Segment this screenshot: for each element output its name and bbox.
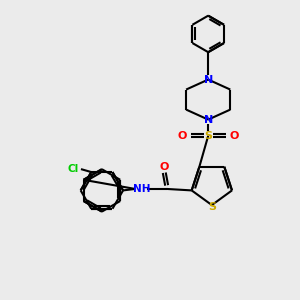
Text: Cl: Cl [68, 164, 79, 174]
Text: S: S [204, 131, 212, 141]
Text: N: N [204, 115, 213, 124]
Text: S: S [208, 202, 216, 212]
Text: O: O [229, 131, 239, 141]
Text: O: O [160, 162, 169, 172]
Text: O: O [178, 131, 187, 141]
Text: N: N [204, 75, 213, 85]
Text: NH: NH [133, 184, 150, 194]
